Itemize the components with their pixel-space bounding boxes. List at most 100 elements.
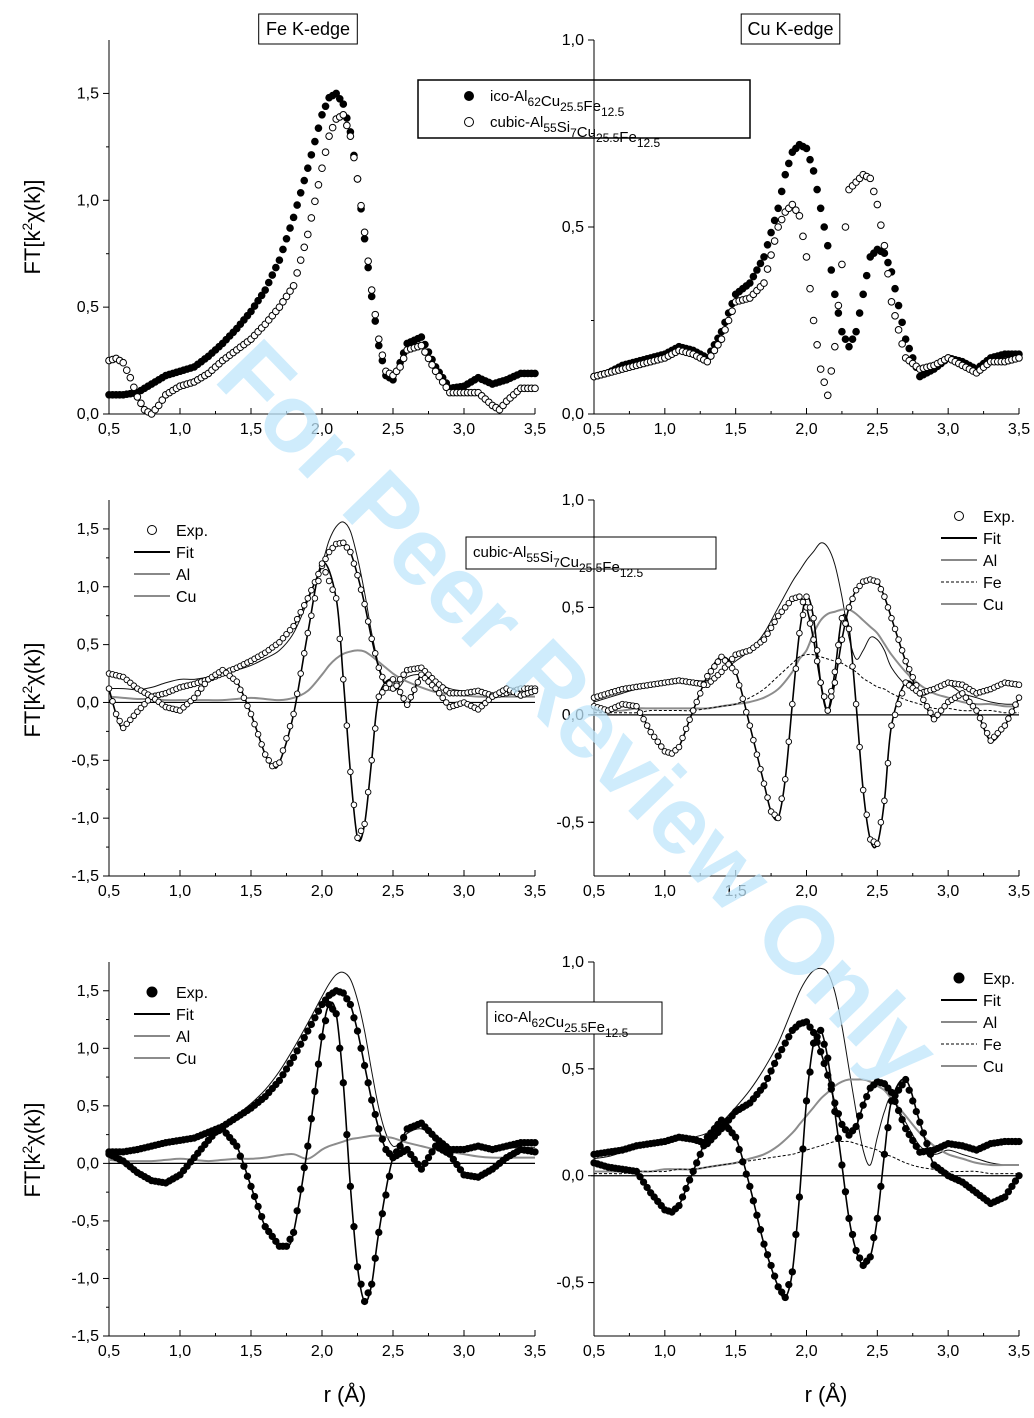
legend-marker	[954, 511, 964, 521]
exp-magnitude-point	[838, 636, 846, 643]
exp-imaginary-point	[855, 1254, 864, 1262]
exp-magnitude-point	[361, 600, 368, 608]
exp-imaginary-point	[856, 743, 863, 751]
data-point	[884, 269, 892, 278]
data-point	[841, 335, 850, 344]
legend-label: Fit	[176, 1007, 194, 1024]
composition-label: cubic-Al55Si7Cu25.5Fe12.5	[465, 536, 717, 580]
data-point	[869, 187, 878, 196]
data-point	[357, 201, 365, 210]
data-point	[884, 258, 892, 267]
data-point	[848, 335, 857, 344]
x-tick-label: 2,0	[795, 1343, 817, 1360]
exp-imaginary-point	[838, 614, 846, 622]
exp-imaginary-point	[842, 620, 849, 627]
exp-imaginary-point	[852, 700, 860, 708]
data-point	[321, 148, 330, 156]
exp-imaginary-point	[891, 1091, 899, 1100]
exp-imaginary-point	[852, 1246, 860, 1255]
exp-imaginary-point	[311, 595, 319, 602]
exp-magnitude-point	[396, 676, 404, 683]
exp-imaginary-point	[870, 1234, 878, 1242]
exp-imaginary-point	[859, 786, 867, 794]
data-point	[813, 341, 821, 349]
data-point	[774, 223, 782, 231]
subscript: 12.5	[637, 136, 661, 150]
text-part: ico-Al	[490, 88, 528, 105]
data-point	[898, 340, 906, 348]
exp-magnitude-point	[283, 630, 290, 638]
data-point	[777, 187, 786, 196]
exp-imaginary-point	[749, 1197, 758, 1205]
legend-label: Al	[176, 567, 190, 584]
data-point	[802, 144, 811, 153]
exp-imaginary-point	[732, 1133, 740, 1141]
data-point	[770, 216, 779, 225]
subscript: 62	[528, 95, 542, 109]
data-point	[707, 352, 715, 360]
exp-imaginary-point	[643, 722, 651, 729]
data-point	[279, 245, 287, 254]
exp-imaginary-point	[332, 1010, 340, 1018]
legend-marker	[146, 986, 158, 998]
exp-imaginary-point	[347, 768, 354, 776]
exp-imaginary-point	[845, 1214, 853, 1223]
exp-imaginary-point	[763, 1251, 772, 1259]
data-point	[806, 155, 814, 164]
exp-imaginary-point	[806, 1068, 814, 1076]
x-tick-label: 3,5	[524, 1343, 546, 1360]
exp-imaginary-point	[863, 811, 870, 819]
exp-imaginary-point	[675, 1201, 683, 1210]
y-tick-label: 0,5	[77, 1098, 99, 1115]
y-axis-label: FT[k2χ(k)]	[19, 179, 45, 274]
data-point	[286, 224, 294, 232]
x-tick-label: 0,5	[98, 883, 120, 900]
exp-imaginary-point	[233, 678, 241, 685]
exp-imaginary-point	[393, 682, 400, 689]
exp-imaginary-point	[643, 1183, 651, 1192]
exp-imaginary-point	[919, 1129, 928, 1137]
exp-imaginary-point	[937, 707, 945, 714]
exp-magnitude-point	[378, 1135, 386, 1143]
exp-imaginary-point	[756, 1226, 765, 1234]
exp-imaginary-point	[1001, 1193, 1009, 1201]
data-point	[364, 263, 372, 272]
exp-magnitude-point	[838, 1120, 846, 1129]
data-point	[314, 124, 323, 132]
composition-label-text: cubic-Al55Si7Cu25.5Fe12.5	[473, 544, 643, 580]
exp-imaginary-point	[308, 612, 315, 619]
exp-imaginary-point	[265, 757, 273, 764]
exp-imaginary-point	[357, 1280, 365, 1288]
exp-imaginary-point	[845, 625, 853, 633]
exp-imaginary-point	[1008, 1182, 1016, 1191]
exp-imaginary-point	[700, 681, 708, 689]
subscript: 62	[532, 1016, 546, 1030]
exp-imaginary-point	[895, 700, 902, 708]
y-tick-label: 1,5	[77, 983, 99, 1000]
exp-imaginary-point	[877, 819, 885, 826]
data-point	[293, 201, 301, 209]
exp-magnitude-point	[828, 693, 835, 700]
legend-label: Cu	[176, 589, 196, 606]
exp-magnitude-point	[297, 608, 304, 616]
exp-imaginary-point	[838, 1161, 846, 1169]
exp-imaginary-point	[831, 668, 839, 676]
y-tick-label: 1,0	[77, 192, 99, 209]
exp-imaginary-point	[1012, 701, 1019, 708]
data-point	[724, 316, 733, 325]
legend-label: Exp.	[983, 509, 1015, 526]
y-tick-label: 1,5	[77, 521, 99, 538]
exp-imaginary-point	[265, 1227, 273, 1236]
data-point	[268, 271, 277, 279]
data-point	[335, 94, 344, 103]
x-tick-label: 3,5	[524, 883, 546, 900]
exp-imaginary-point	[810, 614, 817, 622]
exp-imaginary-point	[877, 1182, 885, 1191]
al-component-line	[108, 971, 536, 1153]
exp-imaginary-point	[774, 814, 782, 822]
exp-imaginary-point	[318, 1033, 326, 1041]
data-point	[325, 132, 333, 140]
exp-imaginary-point	[711, 663, 718, 670]
exp-magnitude-point	[782, 604, 789, 611]
exp-imaginary-point	[884, 1123, 892, 1132]
